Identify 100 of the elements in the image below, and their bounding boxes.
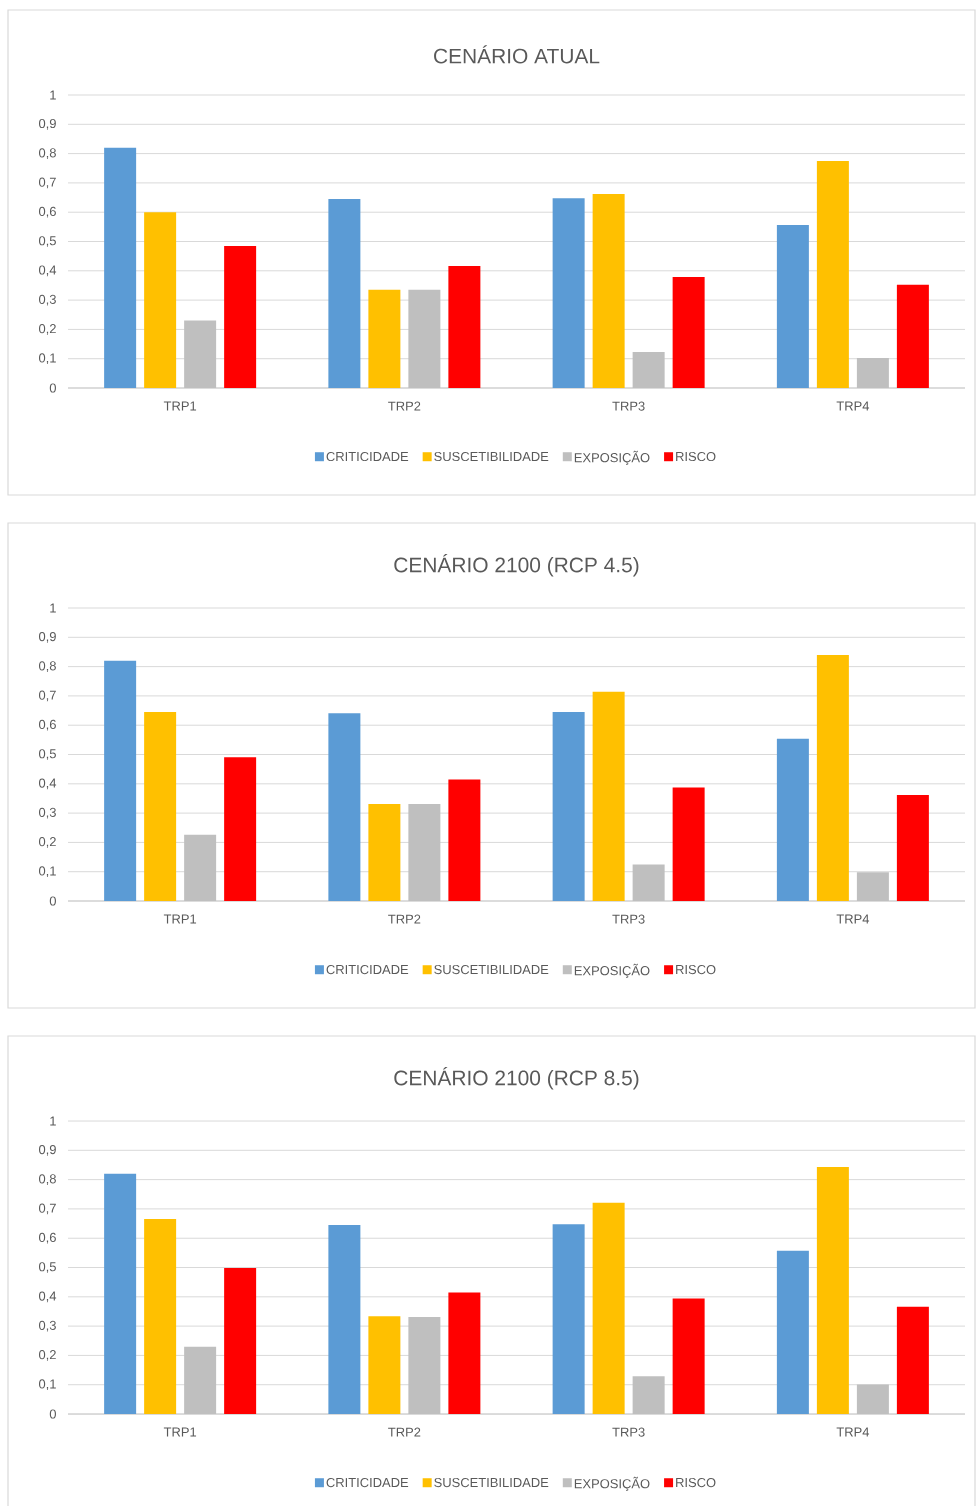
y-tick-label: 0 <box>49 383 56 393</box>
bar <box>856 358 889 389</box>
x-tick-label: TRP2 <box>388 914 421 924</box>
bar <box>328 713 361 902</box>
bar <box>224 1268 257 1415</box>
legend-label: EXPOSIÇÃO <box>574 450 650 465</box>
chart-title: CENÁRIO ATUAL <box>434 45 600 64</box>
bar <box>816 160 849 389</box>
y-tick-label: 0,9 <box>38 631 56 643</box>
x-tick-label: TRP3 <box>612 1427 645 1437</box>
x-tick-label: TRP4 <box>836 401 870 411</box>
legend-label: SUSCETIBILIDADE <box>434 451 549 462</box>
y-tick-label: 0,5 <box>38 1262 56 1273</box>
bar <box>672 276 705 389</box>
legend-label: SUSCETIBILIDADE <box>434 1477 549 1488</box>
bar <box>776 1250 809 1415</box>
bar <box>368 1316 401 1415</box>
bar <box>368 289 401 389</box>
bar <box>184 320 217 389</box>
bar <box>896 284 929 389</box>
y-tick-label: 0,3 <box>38 807 56 819</box>
y-tick-label: 0,5 <box>38 749 56 760</box>
y-tick-label: 0,9 <box>38 118 56 130</box>
y-tick-label: 0,4 <box>38 265 57 277</box>
y-tick-label: 0,1 <box>38 353 56 365</box>
legend-label: EXPOSIÇÃO <box>574 963 650 978</box>
x-tick-label: TRP2 <box>388 1427 421 1437</box>
x-tick-label: TRP3 <box>612 401 645 411</box>
x-tick-label: TRP2 <box>388 401 421 411</box>
y-tick-label: 0,6 <box>38 206 56 218</box>
bar <box>368 804 401 902</box>
bar <box>144 212 177 389</box>
bar <box>408 289 441 389</box>
y-tick-label: 0,8 <box>38 661 56 672</box>
bar <box>552 1224 585 1415</box>
y-tick-label: 0,7 <box>38 690 56 702</box>
y-tick-label: 1 <box>50 1116 56 1126</box>
legend-label: CRITICIDADE <box>326 1477 409 1488</box>
y-tick-label: 0,1 <box>38 866 56 878</box>
y-tick-label: 0,9 <box>38 1144 56 1156</box>
bar <box>104 660 137 902</box>
x-tick-label: TRP4 <box>836 914 870 924</box>
y-tick-label: 0,7 <box>38 177 56 189</box>
legend-label: RISCO <box>676 964 716 975</box>
y-tick-label: 0,4 <box>38 1291 57 1303</box>
legend-label: EXPOSIÇÃO <box>574 1476 650 1491</box>
legend-label: CRITICIDADE <box>326 451 409 462</box>
bar <box>632 864 665 902</box>
y-tick-label: 0,3 <box>38 294 56 306</box>
bar <box>224 245 257 389</box>
chart-title: CENÁRIO 2100 (RCP 8.5) <box>394 1067 639 1090</box>
x-tick-label: TRP3 <box>612 914 645 924</box>
bar <box>632 1376 665 1415</box>
bar <box>448 779 481 902</box>
legend-label: CRITICIDADE <box>326 964 409 975</box>
bar <box>632 351 665 389</box>
bar <box>328 199 361 389</box>
y-tick-label: 0,5 <box>38 236 56 247</box>
y-tick-label: 1 <box>50 90 56 100</box>
y-tick-label: 0,7 <box>38 1203 56 1215</box>
bar <box>776 225 809 389</box>
legend-label: SUSCETIBILIDADE <box>434 964 549 975</box>
bar <box>184 834 217 902</box>
bar <box>144 1218 177 1415</box>
y-tick-label: 0,2 <box>38 837 56 848</box>
bar <box>856 872 889 902</box>
bar <box>856 1384 889 1415</box>
bar <box>408 1317 441 1415</box>
bar <box>144 712 177 902</box>
bar <box>816 1167 849 1415</box>
bar <box>672 1298 705 1415</box>
bar <box>224 757 257 902</box>
bar <box>328 1225 361 1415</box>
y-tick-label: 1 <box>50 603 56 613</box>
y-tick-label: 0,8 <box>38 1174 56 1185</box>
x-tick-label: TRP1 <box>163 914 197 924</box>
bar <box>816 654 849 902</box>
legend-label: RISCO <box>676 451 716 462</box>
bar <box>776 738 809 902</box>
bar <box>448 1292 481 1415</box>
bar <box>408 804 441 902</box>
bar <box>672 787 705 902</box>
x-tick-label: TRP1 <box>163 1427 197 1437</box>
legend-label: RISCO <box>676 1477 716 1488</box>
y-tick-label: 0,6 <box>38 1232 56 1244</box>
bar <box>552 712 585 902</box>
bar <box>592 691 625 902</box>
y-tick-label: 0,2 <box>38 1350 56 1361</box>
bar <box>448 266 481 389</box>
y-tick-label: 0,3 <box>38 1320 56 1332</box>
bar <box>592 194 625 389</box>
bar <box>896 794 929 902</box>
bar <box>896 1306 929 1415</box>
bar <box>104 147 137 389</box>
bar <box>104 1173 137 1415</box>
y-tick-label: 0,2 <box>38 324 56 335</box>
y-tick-label: 0,4 <box>38 778 57 790</box>
y-tick-label: 0 <box>49 896 56 906</box>
y-tick-label: 0 <box>49 1409 56 1419</box>
bar <box>184 1346 217 1415</box>
